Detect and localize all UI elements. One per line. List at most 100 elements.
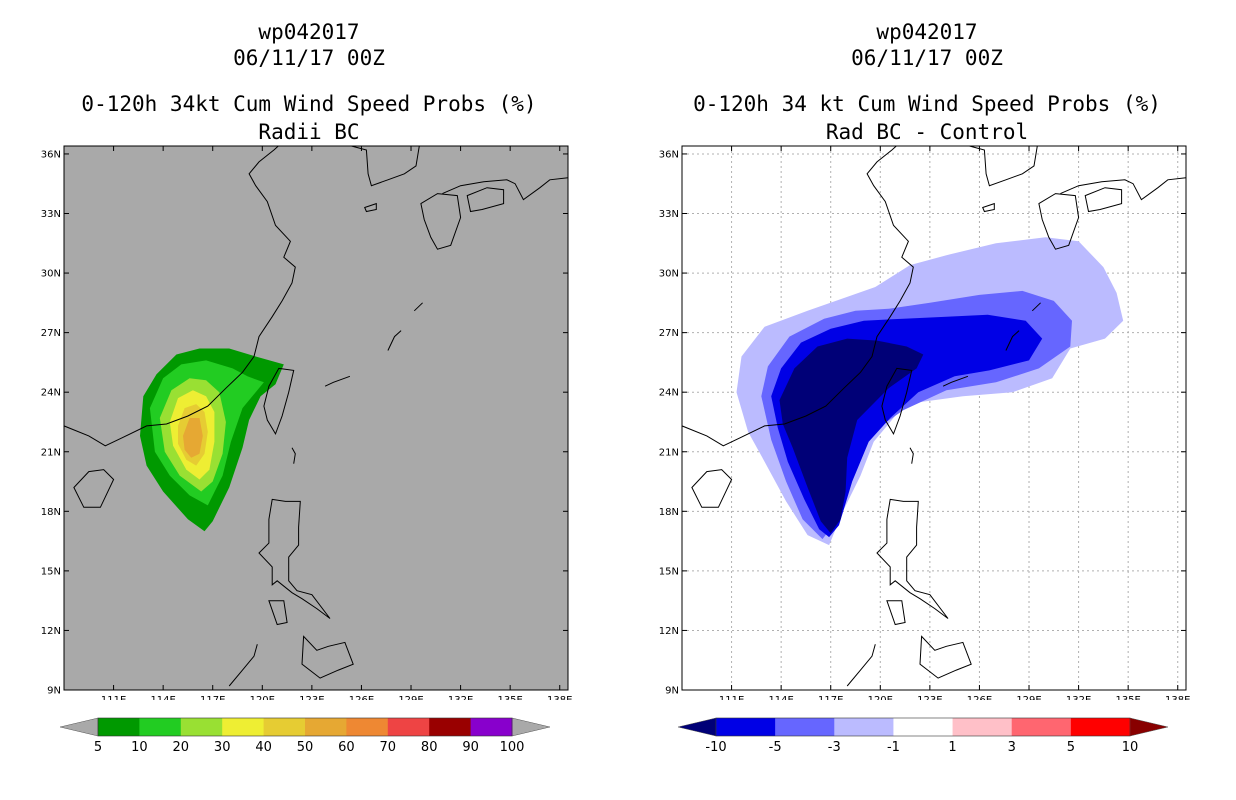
subtitle: Rad BC - Control [825,120,1029,144]
hainan-coast [691,469,733,508]
colorbar-end-right [1129,717,1169,737]
colorbar-label: 70 [380,740,397,755]
y-tick-label: 21N [659,447,679,458]
mindoro-coast [886,600,906,626]
colorbar-swatch [952,718,1013,736]
y-tick-label: 30N [41,269,61,280]
colorbar-swatch [139,718,182,736]
x-tick-label: 123E [917,695,942,700]
x-tick-label: 129E [1016,695,1041,700]
x-tick-label: 135E [497,695,522,700]
honshu-coast [442,177,568,201]
y-tick-label: 36N [41,149,61,160]
diff-contour--10 [779,338,924,534]
kyushu-coast [1038,193,1080,250]
visayas-coast [301,635,354,679]
x-tick-label: 114E [150,695,175,700]
x-tick-label: 111E [719,695,744,700]
x-tick-label: 126E [349,695,374,700]
taiwan-coast [881,367,913,436]
kyushu-coast [420,193,462,250]
china-coast [64,146,296,447]
colorbar-swatch [775,718,835,736]
batanes-islands [909,447,914,464]
colorbar: 5 10 20 30 40 50 60 70 80 90 100 [59,717,551,755]
product-title: 0-120h 34 kt Cum Wind Speed Probs (%) [693,92,1161,116]
colorbar-label: 90 [462,740,479,755]
colorbar-swatch [716,718,776,736]
map-frame [681,145,1187,691]
probability-map: 111E 114E 117E 120E 123E 126E 129E 132E 135E 138E… [41,145,572,700]
colorbar-end-right [511,717,551,737]
left-panel: wp042017 06/11/17 00Z 0-120h 34kt Cum Wi… [41,20,573,755]
colorbar-label: 10 [131,740,148,755]
colorbar-label: 50 [297,740,314,755]
colorbar-label: 3 [1008,740,1016,755]
china-coast [682,146,914,447]
y-tick-label: 27N [41,328,61,339]
date-title: 06/11/17 00Z [233,46,385,70]
colorbar-swatch [98,718,140,736]
colorbar-swatch [893,718,954,736]
shikoku-coast [466,187,505,213]
colorbar-swatch [346,718,389,736]
colorbar-swatch [1070,718,1131,736]
x-tick-label: 135E [1115,695,1140,700]
hainan-coast [73,469,115,508]
mindoro-coast [268,600,288,626]
y-tick-label: 12N [659,626,679,637]
y-tick-label: 36N [659,149,679,160]
x-tick-label: 126E [967,695,992,700]
map-frame [63,145,569,691]
right-panel: wp042017 06/11/17 00Z 0-120h 34 kt Cum W… [618,0,1236,800]
storm-id-title: wp042017 [876,20,978,44]
y-tick-label: 24N [41,388,61,399]
colorbar-label: 5 [1067,740,1075,755]
korea-coast [350,146,420,187]
amami-islands [1031,302,1041,312]
colorbar-end-left [677,717,717,737]
y-tick-label: 9N [665,686,679,697]
prob-contour-50 [183,418,203,458]
colorbar-swatch [387,718,430,736]
colorbar-label: 30 [214,740,231,755]
product-title: 0-120h 34kt Cum Wind Speed Probs (%) [81,92,537,116]
colorbar-outline [715,717,1131,737]
y-tick-label: 18N [659,507,679,518]
x-tick-label: 132E [1066,695,1091,700]
colorbar-label: -5 [769,740,782,755]
colorbar-label: 20 [173,740,190,755]
colorbar: -10 -5 -3 -1 1 3 5 10 [677,717,1169,755]
y-tick-label: 24N [659,388,679,399]
x-tick-label: 123E [299,695,324,700]
colorbar-label: -10 [705,740,726,755]
taiwan-coast [263,367,295,436]
y-tick-label: 9N [47,686,61,697]
y-tick-label: 15N [659,566,679,577]
difference-map: 111E 114E 117E 120E 123E 126E 129E 132E 135E 138E… [659,145,1190,700]
colorbar-end-left [59,717,99,737]
colorbar-swatch [834,718,894,736]
colorbar-label: -1 [887,740,900,755]
y-tick-label: 30N [659,269,679,280]
colorbar-label: 60 [338,740,355,755]
colorbar-swatch [470,718,513,736]
honshu-coast [1060,177,1186,201]
map-content [682,146,1186,690]
y-tick-label: 12N [41,626,61,637]
colorbar-label: 100 [500,740,525,755]
map-content [64,146,568,687]
colorbar-swatch [429,718,472,736]
x-tick-label: 120E [868,695,893,700]
shikoku-coast [1084,187,1123,213]
colorbar-label: 5 [94,740,102,755]
y-tick-label: 15N [41,566,61,577]
batanes-islands [291,447,296,464]
storm-id-title: wp042017 [258,20,360,44]
subtitle: Radii BC [258,120,360,144]
ryukyu-islands [1005,330,1020,351]
luzon-coast [258,498,331,619]
jeju-island [364,202,377,213]
x-tick-label: 138E [1165,695,1190,700]
colorbar-label: 1 [948,740,956,755]
